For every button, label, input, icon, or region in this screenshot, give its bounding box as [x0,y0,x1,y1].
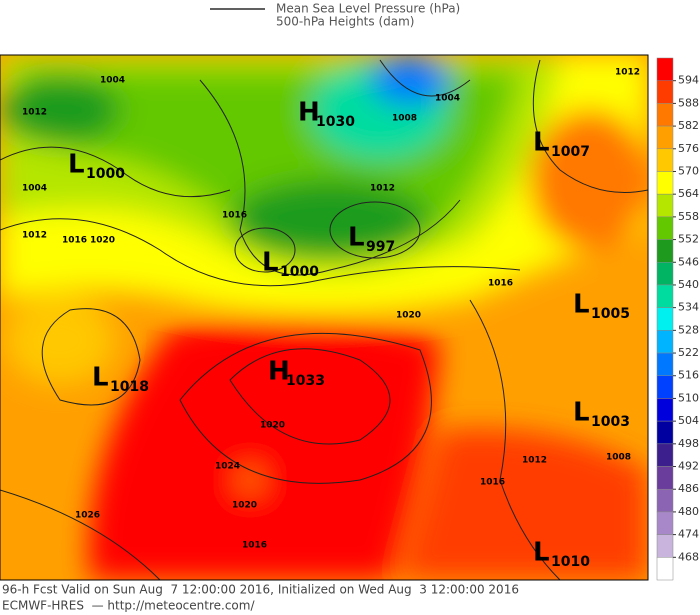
map-frame [0,54,649,581]
system-letter: L [573,398,590,428]
colorbar-box [656,420,674,445]
system-value: 997 [366,239,395,255]
isobar-label: 1016 [480,478,505,488]
isobar-label: 1024 [215,462,240,472]
colorbar-box [656,103,674,127]
system-value: 1000 [280,264,319,280]
isobar-label: 1008 [392,114,417,124]
system-letter: L [573,290,590,320]
isobar-label: 1012 [615,68,640,78]
system-letter: L [348,223,365,253]
colorbar-label: 474 [678,528,699,541]
colorbar-box [656,193,674,218]
colorbar-label: 558 [678,210,699,223]
system-letter: L [68,150,85,180]
isobar-label: 1012 [370,184,395,194]
colorbar-box [656,262,674,286]
colorbar-label: 588 [678,96,699,109]
colorbar-label: 546 [678,255,699,268]
colorbar-label: 480 [678,505,699,518]
isobar-label: 1004 [435,94,460,104]
legend-text: Mean Sea Level Pressure (hPa) [276,2,460,16]
system-value: 1033 [286,373,325,389]
system-letter: L [533,538,550,568]
isobar-label: 1026 [75,511,100,521]
isobar-label: 1008 [606,453,631,463]
colorbar-box [656,534,674,558]
colorbar-box [656,511,674,535]
colorbar-box [656,307,674,331]
isobar-label: 1016 [488,279,513,289]
system-letter: L [533,128,550,158]
map [0,55,648,580]
isobar-label: 1016 [62,236,87,246]
colorbar-label: 570 [678,164,699,177]
system-value: 1010 [551,554,590,570]
colorbar-label: 594 [678,74,699,87]
isobar-label: 1016 [242,541,267,551]
isobar-label: 1020 [396,311,421,321]
footer-text: 96-h Fcst Valid on Sun Aug 7 12:00:00 20… [2,583,519,597]
colorbar-label: 468 [678,550,699,563]
colorbar-label: 552 [678,233,699,246]
footer-text: ECMWF-HRES — http://meteocentre.com/ [2,599,255,613]
colorbar-box [656,557,674,581]
colorbar-label: 582 [678,119,699,132]
colorbar-label: 492 [678,460,699,473]
system-value: 1005 [591,306,630,322]
isobar-label: 1020 [260,421,285,431]
colorbar-box [656,125,674,150]
colorbar-box [656,375,674,399]
colorbar-box [656,330,674,354]
colorbar-label: 498 [678,437,699,450]
colorbar-box [656,80,674,104]
system-letter: H [298,98,320,128]
colorbar-label: 540 [678,278,699,291]
system-value: 1000 [86,166,125,182]
system-value: 1030 [316,114,355,130]
colorbar-box [656,443,674,467]
colorbar-box [656,466,674,490]
colorbar-box [656,148,674,172]
system-letter: H [268,357,290,387]
system-letter: L [262,248,279,278]
legend-text: 500-hPa Heights (dam) [276,15,414,29]
colorbar-box [656,216,674,240]
colorbar-box [656,284,674,308]
colorbar-label: 576 [678,142,699,155]
colorbar-label: 534 [678,301,699,314]
colorbar-box [656,239,674,263]
isobar-label: 1012 [22,231,47,241]
colorbar: 594 588 582 576 570 564 558 552 546 540 534 528 522 5… [656,57,699,581]
isobar-label: 1016 [222,211,247,221]
isobar-label: 1020 [90,236,115,246]
colorbar-label: 504 [678,414,699,427]
colorbar-label: 528 [678,323,699,336]
colorbar-box [656,398,674,422]
colorbar-label: 486 [678,482,699,495]
colorbar-box [656,171,674,195]
system-value: 1007 [551,144,590,160]
colorbar-label: 516 [678,369,699,382]
isobar-labels: 1004 1012 1004 1012 1016 1020 1016 1012 … [22,68,640,551]
isobar-label: 1004 [22,184,47,194]
system-value: 1003 [591,414,630,430]
system-letter: L [92,363,109,393]
colorbar-box [656,488,674,513]
colorbar-label: 564 [678,187,699,200]
colorbar-label: 522 [678,346,699,359]
isobar-label: 1012 [22,108,47,118]
colorbar-box [656,352,674,376]
colorbar-label: 510 [678,391,699,404]
isobar-label: 1020 [232,501,257,511]
colorbar-box [656,57,674,81]
system-value: 1018 [110,379,149,395]
isobar-label: 1004 [100,76,125,86]
isobar-label: 1012 [522,456,547,466]
